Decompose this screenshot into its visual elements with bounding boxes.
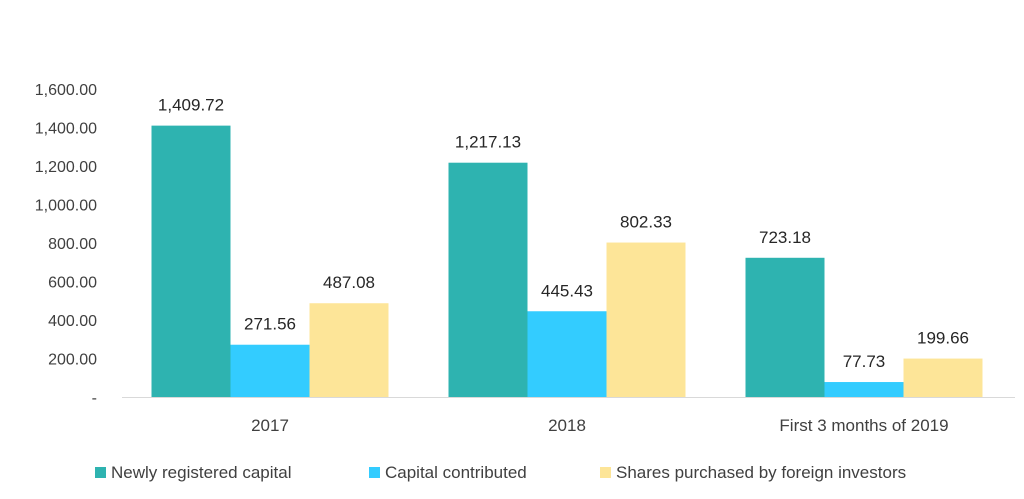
bar-1-2 <box>448 162 528 397</box>
y-tick-label: 600.00 <box>48 275 97 292</box>
bar-3-3 <box>903 358 983 397</box>
legend-label: Capital contributed <box>385 463 527 482</box>
data-label: 445.43 <box>541 281 593 300</box>
legend-label: Shares purchased by foreign investors <box>616 463 906 482</box>
x-tick-label: 2017 <box>251 416 289 435</box>
y-tick-label: 400.00 <box>48 313 97 330</box>
y-tick-label: - <box>92 390 97 407</box>
data-label: 1,409.72 <box>158 96 224 115</box>
legend-swatch <box>600 467 611 478</box>
bar-1-3 <box>745 257 825 397</box>
bar-series-group <box>151 125 983 397</box>
data-label: 1,217.13 <box>455 133 521 152</box>
x-tick-label: 2018 <box>548 416 586 435</box>
x-axis: 2017 2018 First 3 months of 2019 <box>251 416 948 435</box>
y-tick-label: 800.00 <box>48 236 97 253</box>
bar-1-1 <box>151 125 231 397</box>
data-label: 802.33 <box>620 213 672 232</box>
legend-label: Newly registered capital <box>111 463 291 482</box>
y-tick-label: 1,200.00 <box>35 159 97 176</box>
data-label: 723.18 <box>759 228 811 247</box>
legend-swatch <box>369 467 380 478</box>
y-axis: - 200.00 400.00 600.00 800.00 1,000.00 1,200.0… <box>35 82 97 407</box>
bar-2-1 <box>230 344 310 397</box>
legend-swatch <box>95 467 106 478</box>
y-tick-label: 1,400.00 <box>35 121 97 138</box>
bar-3-1 <box>309 303 389 397</box>
data-label-group: 1,409.72 271.56 487.08 1,217.13 445.43 802.33… <box>158 96 969 371</box>
data-label: 487.08 <box>323 273 375 292</box>
y-tick-label: 1,000.00 <box>35 198 97 215</box>
data-label: 77.73 <box>843 352 886 371</box>
bar-3-2 <box>606 242 686 397</box>
bar-2-3 <box>824 382 904 397</box>
data-label: 199.66 <box>917 329 969 348</box>
y-tick-label: 200.00 <box>48 352 97 369</box>
bar-2-2 <box>527 311 607 397</box>
y-tick-label: 1,600.00 <box>35 82 97 99</box>
legend: Newly registered capital Capital contribu… <box>95 463 906 482</box>
x-tick-label: First 3 months of 2019 <box>779 416 948 435</box>
data-label: 271.56 <box>244 315 296 334</box>
